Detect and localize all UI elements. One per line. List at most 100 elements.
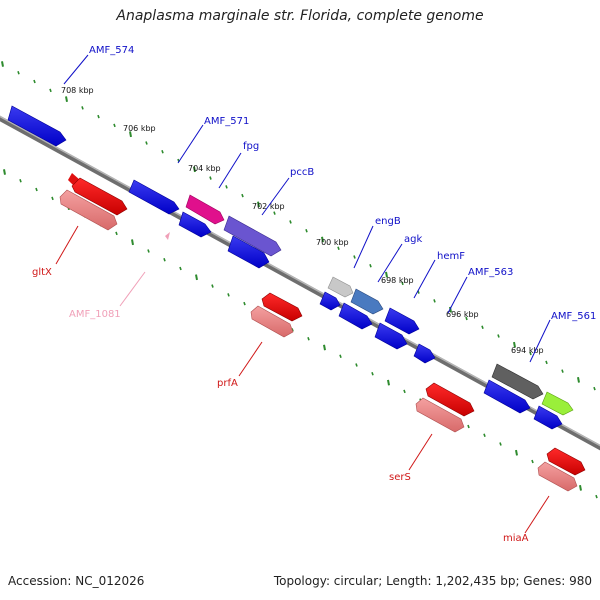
gene-arrow-miaA-pale[interactable] — [537, 461, 578, 492]
scale-tick — [179, 266, 182, 271]
scale-tick — [227, 293, 230, 297]
scale-label: 706 kbp — [123, 124, 156, 133]
genome-summary-text: Topology: circular; Length: 1,202,435 bp… — [273, 574, 592, 588]
scale-tick — [339, 354, 342, 359]
scale-tick — [81, 106, 84, 110]
scale-tick — [49, 88, 52, 93]
scale-tick — [531, 459, 534, 464]
gene-label-fpg[interactable]: fpg — [243, 141, 259, 152]
gene-arrow-gltX-pale[interactable] — [59, 189, 118, 231]
gene-arrow[interactable] — [533, 405, 563, 430]
gene-arrow[interactable] — [178, 211, 212, 238]
scale-tick — [1, 61, 4, 67]
scale-tick — [561, 369, 564, 373]
gene-arrow[interactable] — [483, 379, 531, 414]
scale-tick — [385, 271, 388, 278]
gene-arrow-serS-pale[interactable] — [415, 397, 465, 433]
scale-tick — [353, 255, 356, 259]
scale-label: 698 kbp — [381, 276, 414, 285]
forward-strand-features — [7, 105, 574, 430]
scale-tick — [497, 334, 500, 338]
scale-tick — [113, 123, 116, 128]
scale-tick — [545, 360, 548, 365]
scale-tick — [595, 494, 598, 499]
scale-tick — [403, 389, 406, 394]
scale-tick — [369, 264, 372, 268]
gene-arrow-AMF_1081[interactable] — [165, 232, 170, 240]
scale-label: 708 kbp — [61, 86, 94, 95]
gene-label-gltX[interactable]: gltX — [32, 267, 52, 278]
scale-tick — [401, 281, 404, 286]
gene-label-pccB[interactable]: pccB — [290, 167, 314, 178]
scale-label: 696 kbp — [446, 310, 479, 319]
scale-labels: 708 kbp 706 kbp 704 kbp 702 kbp 700 kbp … — [61, 86, 544, 355]
gene-arrow-prfA[interactable] — [261, 292, 303, 322]
scale-label: 704 kbp — [188, 164, 221, 173]
gene-arrow-serS[interactable] — [425, 382, 475, 417]
scale-tick — [129, 131, 132, 138]
scale-tick — [337, 246, 340, 251]
reverse-label-leaders — [55, 225, 550, 534]
gene-arrow[interactable] — [7, 105, 67, 147]
gene-arrow-gltX[interactable] — [71, 177, 128, 216]
gene-arrow[interactable] — [227, 235, 270, 269]
scale-tick — [33, 79, 36, 84]
gene-arrow-prfA-pale[interactable] — [250, 305, 294, 338]
scale-tick — [513, 341, 516, 348]
scale-tick — [17, 71, 20, 75]
scale-tick — [257, 201, 260, 208]
scale-tick — [305, 228, 308, 233]
scale-tick — [273, 211, 276, 215]
scale-tick — [321, 236, 324, 243]
gene-arrow-fpg[interactable] — [185, 194, 225, 225]
gene-arrow-agk[interactable] — [350, 288, 384, 315]
gene-label-AMF_1081[interactable]: AMF_1081 — [69, 309, 121, 320]
gene-arrow-AMF_561[interactable] — [491, 363, 544, 400]
gene-label-AMF_561[interactable]: AMF_561 — [551, 311, 596, 322]
scale-tick — [243, 301, 246, 306]
gene-arrow-hemF[interactable] — [384, 307, 420, 335]
scale-tick — [307, 336, 310, 341]
gene-arrow[interactable] — [319, 291, 341, 311]
scale-tick — [465, 316, 468, 321]
gene-label-AMF_563[interactable]: AMF_563 — [468, 267, 513, 278]
gene-label-miaA[interactable]: miaA — [503, 533, 529, 544]
scale-tick — [481, 325, 484, 329]
scale-tick — [289, 220, 292, 224]
gene-arrow-miaA[interactable] — [546, 447, 586, 476]
gene-arrow[interactable] — [374, 322, 408, 350]
gene-arrow[interactable] — [128, 179, 180, 215]
gene-label-engB[interactable]: engB — [375, 216, 401, 227]
scale-tick — [579, 484, 582, 491]
gene-label-AMF_571[interactable]: AMF_571 — [204, 116, 249, 127]
gene-label-prfA[interactable]: prfA — [217, 378, 238, 389]
scale-tick — [241, 193, 244, 198]
scale-tick — [147, 249, 150, 253]
scale-tick — [3, 169, 6, 175]
scale-tick — [51, 196, 54, 201]
gene-label-hemF[interactable]: hemF — [437, 251, 465, 262]
gene-arrow[interactable] — [338, 302, 373, 330]
reverse-gene-labels: gltX AMF_1081 prfA serS miaA — [32, 267, 529, 544]
scale-tick — [209, 176, 212, 180]
scale-ticks-upper — [1, 61, 596, 391]
gene-arrow-AMF_563[interactable] — [413, 343, 436, 364]
gene-arrow[interactable] — [541, 391, 574, 416]
gene-label-serS[interactable]: serS — [389, 472, 411, 483]
gene-arrow-pccB[interactable] — [223, 215, 282, 257]
gene-arrow-engB[interactable] — [327, 276, 354, 298]
scale-tick — [593, 386, 596, 391]
scale-tick — [323, 344, 326, 351]
scale-tick — [115, 231, 118, 236]
scale-tick — [515, 449, 518, 456]
scale-tick — [211, 284, 214, 288]
gene-label-agk[interactable]: agk — [404, 234, 422, 245]
scale-tick — [371, 372, 374, 376]
scale-tick — [145, 141, 148, 145]
scale-tick — [577, 376, 580, 383]
gene-label-AMF_574[interactable]: AMF_574 — [89, 45, 134, 56]
scale-label: 700 kbp — [316, 238, 349, 247]
scale-tick — [161, 149, 164, 154]
forward-gene-labels: AMF_574 AMF_571 fpg pccB engB agk hemF A… — [89, 45, 596, 322]
